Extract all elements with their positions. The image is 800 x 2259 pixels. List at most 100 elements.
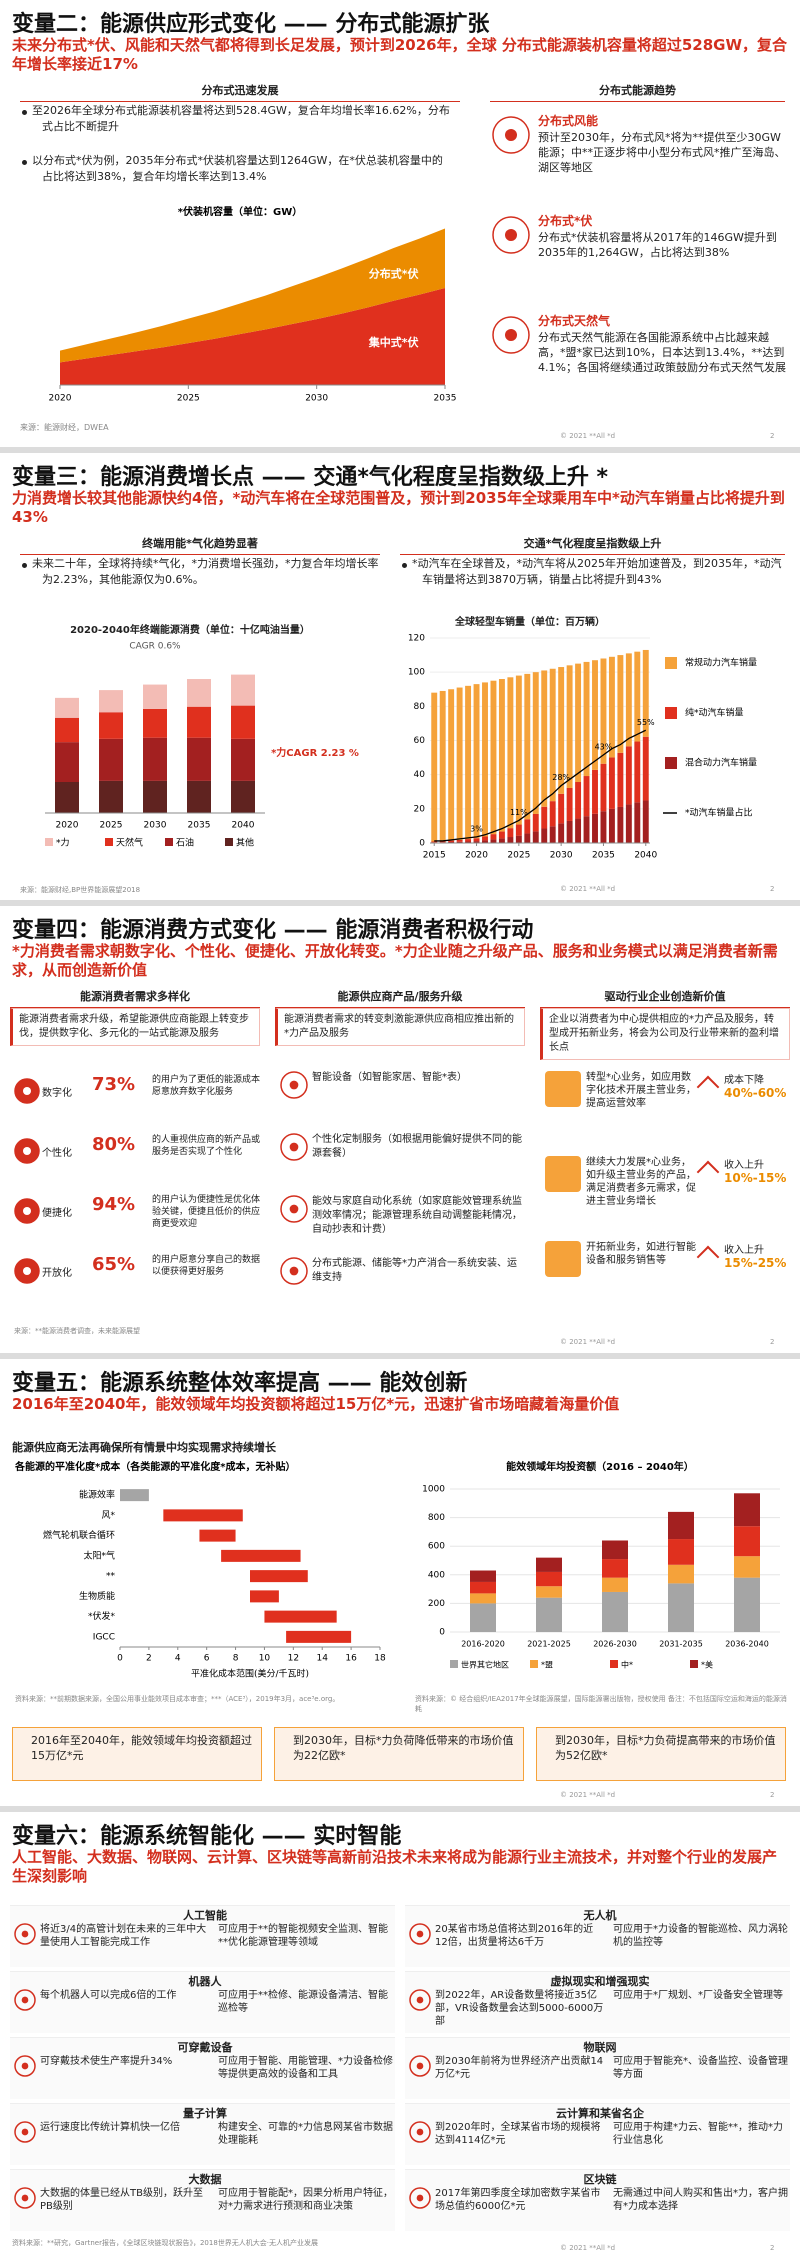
icon-circle [409, 2187, 431, 2209]
bar-segment [431, 841, 438, 843]
icon-dot [289, 1204, 299, 1214]
metric-value: 15%-25% [724, 1256, 787, 1270]
data-label: 28% [552, 773, 570, 782]
bar-segment [642, 800, 649, 843]
chart-title: 各能源的平准化度*成本（各类能源的平准化度*成本，无补贴） [14, 1460, 295, 1473]
icon [409, 2055, 431, 2077]
icon [409, 2121, 431, 2143]
bar-segment [625, 804, 632, 843]
bar-segment [575, 782, 582, 819]
item-name: 无人机 [583, 1909, 617, 1922]
range-bar [264, 1610, 337, 1623]
item-label: 开放化 [42, 1268, 72, 1279]
item-use: 可应用于**的智能视频安全监测、智能**优化能源管理等领域 [218, 1924, 388, 1948]
footer: © 2021 **All *d [560, 885, 616, 893]
legend-label: *动汽车销量占比 [685, 807, 753, 819]
item-fact: 每个机器人可以完成6倍的工作 [40, 1990, 177, 2001]
trend-text: 预计至2030年，分布式风*将为**提供至少30GW能源；中**正逐步将中小型分… [538, 131, 786, 174]
bullet-dot [22, 110, 27, 115]
bar-segment [602, 1577, 628, 1592]
item-pct: 73% [92, 1074, 136, 1095]
bar-segment [608, 757, 615, 809]
item-text: 分布式能源、储能等*力产消合一系统安装、运维支持 [312, 1258, 517, 1283]
y-tick-label: IGCC [93, 1632, 115, 1642]
bar-segment [642, 649, 649, 737]
slide: 变量三：能源消费增长点 —— 交通*气化程度呈指数级上升 * 力消费增长较其他能源… [0, 453, 800, 900]
icon-circle [409, 2055, 431, 2077]
x-tick-label: 2031-2035 [659, 1640, 703, 1649]
bar-segment [143, 737, 167, 781]
bar-segment [439, 690, 446, 842]
bullet-dot [402, 563, 407, 568]
slide-subtitle: 2016年至2040年，能效领域年均投资额将超过15万亿*元，迅速扩省市场暗藏着… [12, 1395, 620, 1413]
bar-segment [490, 680, 497, 835]
bar-segment [575, 663, 582, 783]
trend-text: 分布式*伏装机容量将从2017年的146GW提升到2035年的1,264GW，占… [538, 231, 777, 259]
x-tick-label: 2026-2030 [593, 1640, 637, 1649]
slide-subtitle: 力消费增长较其他能源快约4倍，*动汽车将在全球范围普及，预计到2035年全球乘用… [12, 489, 785, 526]
y-tick-label: 能源效率 [79, 1489, 115, 1501]
item-image [545, 1241, 581, 1277]
item-fact: 20某省市场总值将达到2016年的近12倍，出货量将达6千万 [435, 1924, 594, 1948]
bar-segment [602, 1591, 628, 1632]
icon-dot [21, 2062, 29, 2070]
y-tick-label: 20 [414, 804, 426, 814]
annotation: CAGR 0.6% [129, 642, 181, 652]
bar-segment [608, 808, 615, 843]
area [60, 228, 445, 363]
bar-segment [99, 738, 123, 781]
x-tick-label: 2040 [232, 821, 255, 831]
bar-segment [583, 816, 590, 843]
bar-segment [617, 655, 624, 753]
x-tick-label: 0 [117, 1654, 123, 1664]
item-text: 开拓新业务，如进行智能设备和服务销售等 [586, 1242, 696, 1266]
icon [14, 2055, 36, 2077]
bar-segment [541, 670, 548, 807]
bar-segment [536, 1586, 562, 1598]
footer: © 2021 **All *d [560, 2244, 616, 2252]
bar-segment [465, 685, 472, 840]
icon-dot [289, 1080, 299, 1090]
range-bar [286, 1630, 352, 1643]
icon-circle [492, 216, 530, 254]
icon-dot [416, 1930, 424, 1938]
bar-segment [231, 705, 255, 739]
item-fact: 可穿戴技术使生产率提升34% [40, 2056, 173, 2067]
trend-title: 分布式*伏 [538, 214, 593, 228]
icon [14, 1078, 40, 1104]
bullet: 至2026年全球分布式能源装机容量将达到528.4GW，复合年均增长率16.62… [32, 104, 450, 133]
icon-circle [14, 2121, 36, 2143]
arrow-box: 到2030年，目标*力负荷提高带来的市场价值为52亿欧* [536, 1727, 786, 1781]
icon [14, 2121, 36, 2143]
bar-segment [470, 1581, 496, 1594]
bar-segment [583, 661, 590, 777]
x-tick-label: 2016-2020 [461, 1640, 505, 1649]
icon-dot [505, 129, 517, 141]
range-bar [163, 1509, 243, 1522]
icon [280, 1071, 308, 1099]
item-use: 可应用于构建*力云、智能**，推动*力行业信息化 [613, 2122, 783, 2146]
bar-segment [602, 1559, 628, 1578]
legend-label: 石油 [176, 837, 194, 849]
icon-dot [23, 1087, 31, 1095]
icon [14, 2187, 36, 2209]
y-tick-label: 太阳*气 [83, 1549, 115, 1561]
bar-segment [536, 1597, 562, 1632]
chart-title: *伏装机容量（单位：GW） [178, 205, 302, 218]
icon-circle [14, 1923, 36, 1945]
icon-circle [14, 2187, 36, 2209]
icon [409, 2187, 431, 2209]
y-tick-label: *伏发* [88, 1610, 116, 1622]
icon-circle [14, 2055, 36, 2077]
bar-segment [541, 828, 548, 843]
bar-segment [524, 673, 531, 820]
legend-label: 其他 [236, 837, 254, 849]
x-tick-label: 2030 [305, 394, 328, 404]
bar-segment [642, 736, 649, 801]
icon-dot [289, 1266, 299, 1276]
bar-segment [187, 737, 211, 781]
bar-segment [515, 824, 522, 836]
item-name: 大数据 [188, 2173, 222, 2186]
icon-circle [280, 1133, 308, 1161]
